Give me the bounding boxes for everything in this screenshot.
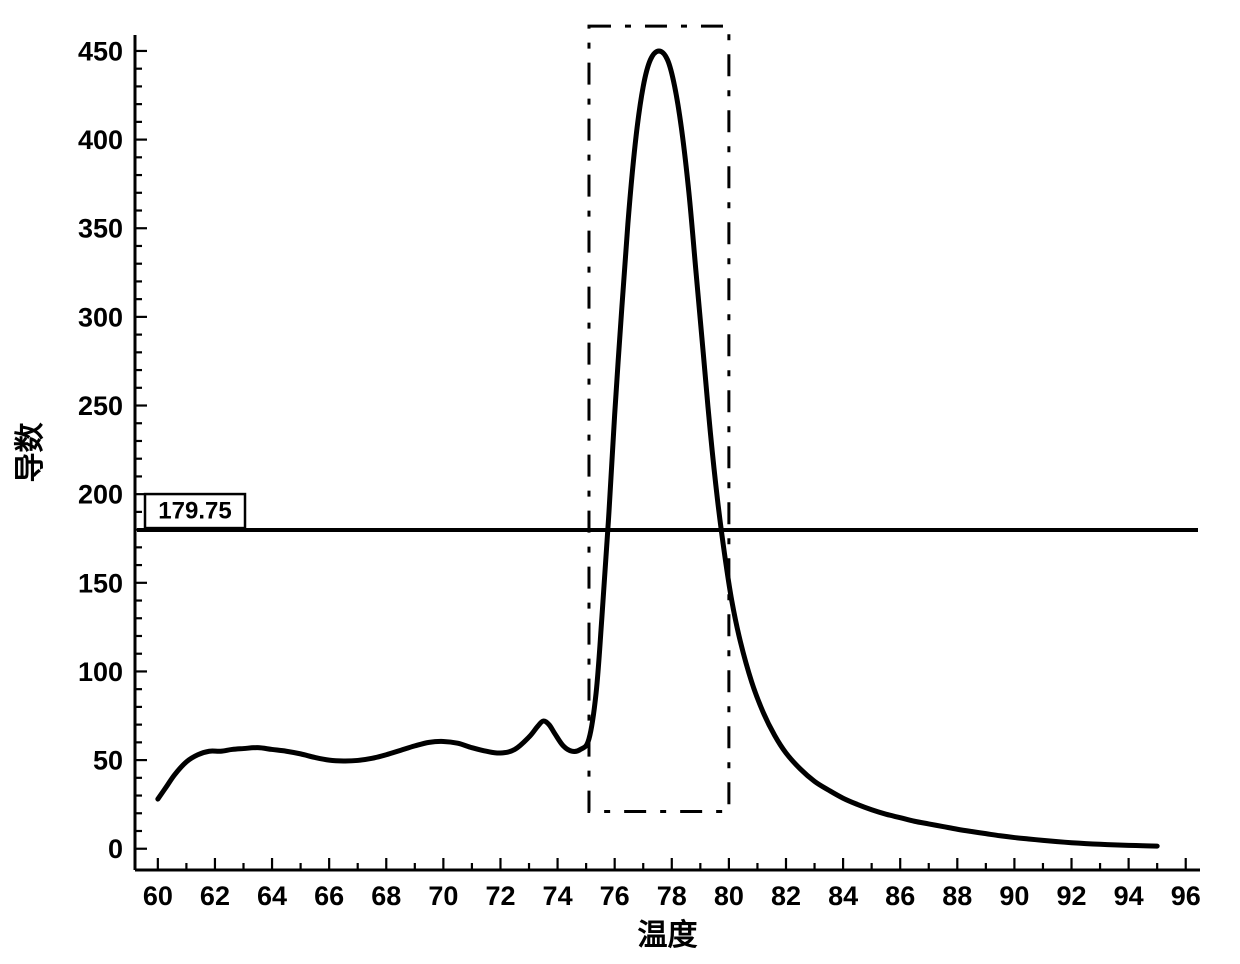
threshold-label: 179.75 (158, 498, 231, 525)
x-tick-label: 94 (1114, 881, 1144, 911)
x-tick-label: 84 (828, 881, 858, 911)
x-tick-label: 76 (600, 881, 630, 911)
x-tick-label: 96 (1171, 881, 1201, 911)
y-axis-label: 导数 (14, 422, 47, 483)
y-tick-label: 100 (78, 657, 123, 687)
x-tick-label: 60 (143, 881, 173, 911)
x-tick-label: 82 (771, 881, 801, 911)
y-tick-label: 400 (78, 125, 123, 155)
x-tick-label: 86 (885, 881, 915, 911)
x-tick-label: 70 (428, 881, 458, 911)
x-tick-label: 92 (1056, 881, 1086, 911)
y-tick-label: 0 (108, 834, 123, 864)
x-tick-label: 68 (371, 881, 401, 911)
chart-svg: 0 50 100 150 200 250 300 350 400 450 60 62 64 66 68 70 7… (0, 0, 1240, 964)
x-tick-label: 62 (200, 881, 230, 911)
x-tick-label: 80 (714, 881, 744, 911)
y-tick-label: 250 (78, 391, 123, 421)
y-tick-label: 350 (78, 214, 123, 244)
x-tick-label: 88 (942, 881, 972, 911)
x-tick-label: 74 (543, 881, 573, 911)
y-tick-label: 50 (93, 746, 123, 776)
x-tick-label: 90 (999, 881, 1029, 911)
x-tick-label: 64 (257, 881, 287, 911)
x-tick-label: 72 (485, 881, 515, 911)
x-tick-label: 78 (657, 881, 687, 911)
y-tick-label: 200 (78, 480, 123, 510)
y-tick-label: 300 (78, 302, 123, 332)
y-tick-label: 450 (78, 36, 123, 66)
x-tick-label: 66 (314, 881, 344, 911)
melt-curve-chart: 0 50 100 150 200 250 300 350 400 450 60 62 64 66 68 70 7… (0, 0, 1240, 964)
x-axis-label: 温度 (638, 919, 698, 952)
y-tick-label: 150 (78, 568, 123, 598)
